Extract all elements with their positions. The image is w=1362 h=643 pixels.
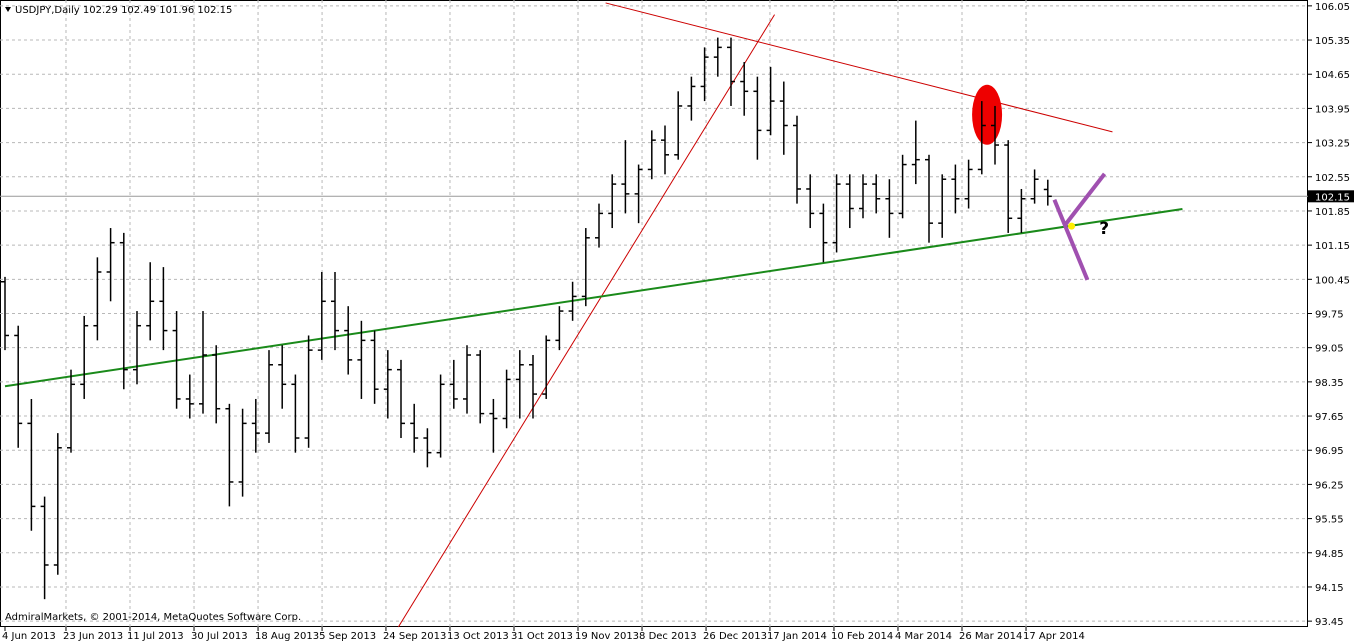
- y-tick-label: 102.55: [1315, 173, 1350, 184]
- trend-line: [1063, 172, 1107, 227]
- y-tick-label: 93.45: [1315, 617, 1344, 628]
- footer: AdmiralMarkets, © 2001-2014, MetaQuotes …: [5, 612, 301, 623]
- y-tick-label: 94.85: [1315, 549, 1344, 560]
- y-tick-label: 96.95: [1315, 446, 1344, 457]
- x-tick-label: 31 Oct 2013: [511, 631, 573, 642]
- y-tick-label: 98.35: [1315, 378, 1344, 389]
- y-tick-label: 97.65: [1315, 412, 1344, 423]
- x-tick-label: 5 Sep 2013: [319, 631, 376, 642]
- y-tick-label: 105.35: [1315, 36, 1350, 47]
- menu-triangle: [5, 7, 11, 12]
- x-tick-label: 17 Apr 2014: [1023, 631, 1085, 642]
- objects: [0, 2, 1308, 628]
- x-tick-label: 30 Jul 2013: [191, 631, 248, 642]
- y-tick-label: 94.15: [1315, 583, 1344, 594]
- x-tick-label: 18 Aug 2013: [255, 631, 319, 642]
- y-tick-label: 96.25: [1315, 480, 1344, 491]
- y-tick-label: 101.85: [1315, 207, 1350, 218]
- y-tick-label: 99.05: [1315, 344, 1344, 355]
- x-tick-label: 23 Jun 2013: [63, 631, 123, 642]
- x-tick-label: 26 Dec 2013: [703, 631, 767, 642]
- annotation: ?: [1099, 219, 1109, 239]
- grid: [0, 0, 1308, 627]
- trend-line: [397, 14, 775, 628]
- x-tick-label: 19 Nov 2013: [575, 631, 639, 642]
- y-tick-label: 103.95: [1315, 104, 1350, 115]
- trend-line: [4, 208, 1183, 388]
- y-tick-label: 99.75: [1315, 310, 1344, 321]
- x-tick-label: 17 Jan 2014: [767, 631, 827, 642]
- x-tick-label: 4 Jun 2013: [2, 631, 56, 642]
- marker-dot: [1068, 222, 1076, 230]
- y-tick-label: 104.65: [1315, 70, 1350, 81]
- bars: [1, 37, 1052, 600]
- trend-line: [1052, 198, 1090, 281]
- overlays: ?: [1068, 219, 1109, 239]
- y-tick-label: 103.25: [1315, 139, 1350, 150]
- price-label-box: [1308, 190, 1354, 203]
- x-tick-label: 10 Feb 2014: [831, 631, 893, 642]
- x-tick-label: 11 Jul 2013: [127, 631, 184, 642]
- x-tick-label: 24 Sep 2013: [383, 631, 446, 642]
- x-tick-label: 26 Mar 2014: [959, 631, 1022, 642]
- y-tick-label: 106.05: [1315, 2, 1350, 13]
- x-tick-label: 8 Dec 2013: [639, 631, 697, 642]
- chart-title: USDJPY,Daily 102.29 102.49 101.96 102.15: [15, 5, 232, 16]
- y-tick-label: 101.15: [1315, 241, 1350, 252]
- y-tick-label: 95.55: [1315, 515, 1344, 526]
- y-tick-label: 100.45: [1315, 275, 1350, 286]
- highlight-ellipse: [972, 84, 1003, 145]
- x-tick-label: 13 Oct 2013: [447, 631, 509, 642]
- trend-line: [605, 2, 1113, 133]
- x-tick-label: 4 Mar 2014: [895, 631, 952, 642]
- price-label: 102.15: [1315, 192, 1350, 203]
